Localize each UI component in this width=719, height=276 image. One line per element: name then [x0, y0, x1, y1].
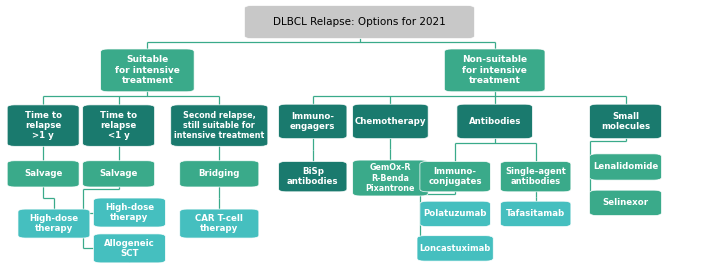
FancyBboxPatch shape	[83, 161, 155, 187]
FancyBboxPatch shape	[352, 160, 429, 196]
FancyBboxPatch shape	[279, 104, 347, 139]
FancyBboxPatch shape	[7, 105, 79, 146]
Text: Single-agent
antibodies: Single-agent antibodies	[505, 167, 566, 186]
Text: Small
molecules: Small molecules	[601, 112, 650, 131]
Text: High-dose
therapy: High-dose therapy	[29, 214, 78, 233]
FancyBboxPatch shape	[7, 161, 79, 187]
Text: Lenalidomide: Lenalidomide	[593, 163, 658, 171]
FancyBboxPatch shape	[420, 201, 490, 227]
FancyBboxPatch shape	[590, 154, 661, 180]
FancyBboxPatch shape	[244, 6, 475, 39]
FancyBboxPatch shape	[279, 161, 347, 192]
Text: Bridging: Bridging	[198, 169, 240, 178]
Text: High-dose
therapy: High-dose therapy	[105, 203, 154, 222]
Text: Time to
relapse
>1 y: Time to relapse >1 y	[24, 111, 62, 140]
FancyBboxPatch shape	[180, 161, 259, 187]
FancyBboxPatch shape	[170, 105, 267, 146]
Text: GemOx-R
R-Benda
Pixantrone: GemOx-R R-Benda Pixantrone	[366, 163, 415, 193]
FancyBboxPatch shape	[83, 105, 155, 146]
Text: Suitable
for intensive
treatment: Suitable for intensive treatment	[115, 55, 180, 85]
Text: Non-suitable
for intensive
treatment: Non-suitable for intensive treatment	[462, 55, 527, 85]
Text: Chemotherapy: Chemotherapy	[354, 117, 426, 126]
FancyBboxPatch shape	[420, 161, 490, 192]
Text: Tafasitamab: Tafasitamab	[506, 209, 565, 218]
FancyBboxPatch shape	[180, 209, 259, 238]
FancyBboxPatch shape	[590, 104, 661, 139]
Text: DLBCL Relapse: Options for 2021: DLBCL Relapse: Options for 2021	[273, 17, 446, 27]
Text: CAR T-cell
therapy: CAR T-cell therapy	[196, 214, 243, 233]
FancyBboxPatch shape	[93, 234, 165, 263]
Text: Salvage: Salvage	[24, 169, 63, 178]
FancyBboxPatch shape	[444, 49, 545, 92]
FancyBboxPatch shape	[93, 198, 165, 227]
Text: Antibodies: Antibodies	[469, 117, 521, 126]
FancyBboxPatch shape	[101, 49, 194, 92]
FancyBboxPatch shape	[417, 236, 493, 261]
FancyBboxPatch shape	[352, 104, 429, 139]
Text: Selinexor: Selinexor	[603, 198, 649, 207]
FancyBboxPatch shape	[457, 104, 532, 139]
FancyBboxPatch shape	[500, 161, 571, 192]
Text: Polatuzumab: Polatuzumab	[423, 209, 487, 218]
FancyBboxPatch shape	[18, 209, 90, 238]
Text: Immuno-
conjugates: Immuno- conjugates	[429, 167, 482, 186]
Text: Immuno-
engagers: Immuno- engagers	[290, 112, 336, 131]
Text: Allogeneic
SCT: Allogeneic SCT	[104, 239, 155, 258]
Text: Second relapse,
still suitable for
intensive treatment: Second relapse, still suitable for inten…	[174, 111, 265, 140]
Text: Time to
relapse
<1 y: Time to relapse <1 y	[100, 111, 137, 140]
FancyBboxPatch shape	[500, 201, 571, 227]
Text: Salvage: Salvage	[99, 169, 138, 178]
Text: Loncastuximab: Loncastuximab	[419, 244, 491, 253]
FancyBboxPatch shape	[590, 190, 661, 216]
Text: BiSp
antibodies: BiSp antibodies	[287, 167, 339, 186]
